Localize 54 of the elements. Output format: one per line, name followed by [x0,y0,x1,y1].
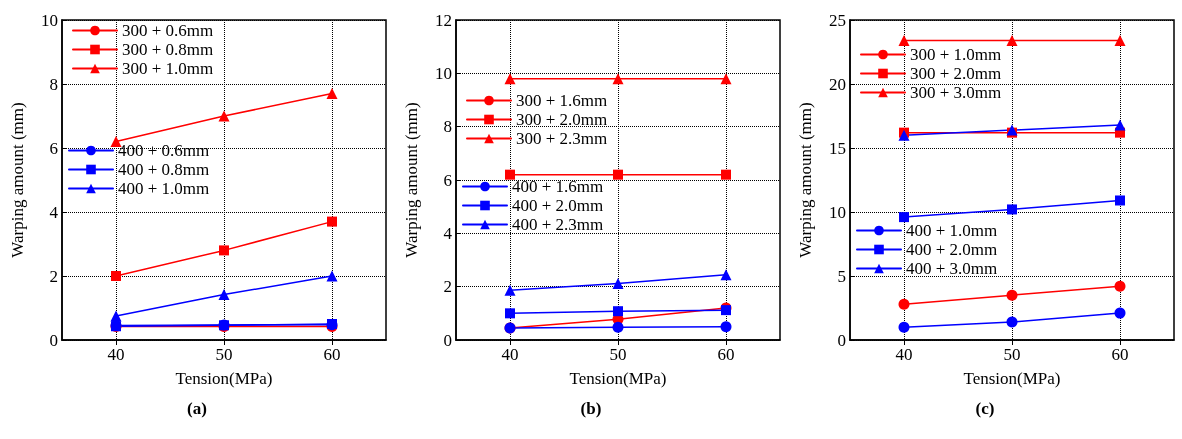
y-tick-label: 10 [829,202,846,222]
x-tick-label: 40 [501,345,519,364]
y-tick-label: 6 [443,170,452,190]
y-tick-label: 15 [829,138,846,158]
legend-label: 300 + 0.6mm [122,21,214,40]
x-axis-title: Tension(MPa) [175,369,273,388]
y-tick-label: 8 [49,74,58,94]
y-tick-label: 4 [443,223,453,243]
x-axis-title: Tension(MPa) [963,369,1061,388]
y-axis-title: Warping amount (mm) [8,102,27,258]
y-tick-label: 5 [837,266,846,286]
legend-label: 300 + 2.0mm [910,64,1002,83]
y-tick-label: 20 [829,74,846,94]
legend-label: 400 + 2.0mm [512,196,604,215]
y-tick-label: 0 [443,330,452,350]
legend-label: 400 + 1.6mm [512,177,604,196]
legend-label: 300 + 3.0mm [910,83,1002,102]
x-tick-label: 60 [323,345,341,364]
legend-label: 300 + 2.3mm [516,129,608,148]
y-tick-label: 2 [49,266,58,286]
legend-label: 300 + 1.0mm [122,59,214,78]
y-tick-label: 4 [49,202,59,222]
legend-label: 400 + 1.0mm [118,179,210,198]
y-tick-label: 0 [49,330,58,350]
x-tick-label: 40 [107,345,125,364]
legend-label: 400 + 0.8mm [118,160,210,179]
legend-label: 400 + 1.0mm [906,221,998,240]
legend-label: 400 + 2.3mm [512,215,604,234]
x-tick-label: 50 [609,345,627,364]
y-tick-label: 2 [443,277,452,297]
legend-label: 300 + 1.0mm [910,45,1002,64]
x-tick-label: 40 [895,345,913,364]
x-tick-label: 50 [215,345,233,364]
y-tick-label: 0 [837,330,846,350]
legend-label: 400 + 3.0mm [906,259,998,278]
y-tick-label: 10 [435,63,452,83]
y-tick-label: 8 [443,117,452,137]
x-axis-title: Tension(MPa) [569,369,667,388]
y-tick-label: 12 [435,10,452,30]
legend-label: 300 + 2.0mm [516,110,608,129]
legend-label: 300 + 1.6mm [516,91,608,110]
y-tick-label: 10 [41,10,58,30]
legend-label: 300 + 0.8mm [122,40,214,59]
x-tick-label: 50 [1003,345,1021,364]
y-axis-title: Warping amount (mm) [796,102,815,258]
text: (b) [580,399,602,418]
x-tick-label: 60 [717,345,735,364]
y-tick-label: 6 [49,138,58,158]
y-axis-title: Warping amount (mm) [402,102,421,258]
y-tick-label: 25 [829,10,846,30]
text: (a) [187,399,207,418]
legend-label: 400 + 2.0mm [906,240,998,259]
text: (c) [975,399,995,418]
x-tick-label: 60 [1111,345,1129,364]
